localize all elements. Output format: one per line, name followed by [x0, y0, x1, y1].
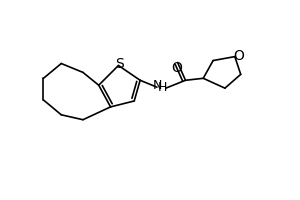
Text: O: O — [233, 49, 244, 63]
Text: O: O — [171, 61, 182, 75]
Text: H: H — [158, 81, 167, 94]
Text: N: N — [153, 79, 163, 92]
Text: S: S — [115, 58, 124, 72]
